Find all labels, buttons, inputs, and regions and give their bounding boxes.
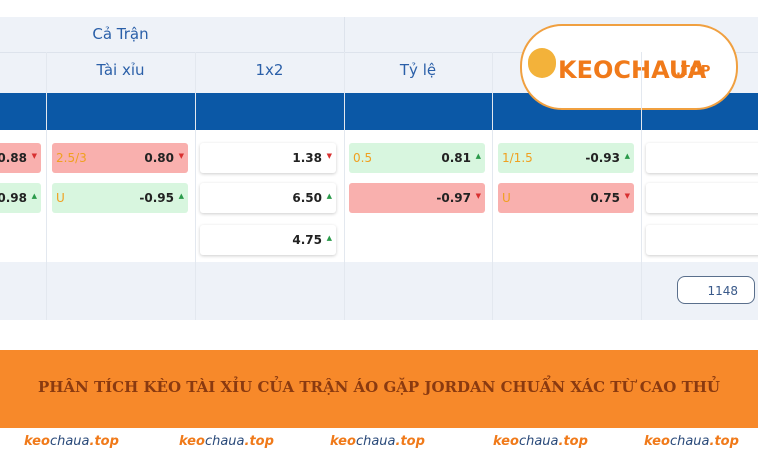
- views-button[interactable]: 1148: [677, 276, 755, 304]
- watermark-part: .top: [558, 434, 588, 449]
- banner-title: PHÂN TÍCH KÈO TÀI XỈU CỦA TRẬN ÁO GẶP JO…: [37, 378, 721, 396]
- watermark-part: .top: [244, 434, 274, 449]
- watermark-part: keo: [644, 434, 670, 449]
- logo-brand: KEOCHAUA: [558, 56, 707, 84]
- trend-arrow: ▲: [178, 192, 184, 200]
- odds-cell: 2.5/3 0.80 ▼: [52, 143, 188, 173]
- odds-value: 0.80: [144, 151, 174, 165]
- column-header: 1x2: [255, 61, 284, 79]
- odds-label: U: [56, 191, 65, 205]
- odds-cell: 1.38 ▼: [200, 143, 336, 173]
- watermark-part: chaua: [518, 434, 559, 449]
- watermark: keochaua.top: [330, 434, 425, 449]
- odds-cell: -0.97 ▼: [349, 183, 485, 213]
- divider: [0, 52, 758, 53]
- watermark-part: .top: [709, 434, 739, 449]
- trend-arrow: ▼: [326, 152, 332, 160]
- group-header: Cả Trận: [92, 25, 149, 43]
- watermark-part: keo: [493, 434, 519, 449]
- logo-suffix: .TOP: [676, 64, 711, 79]
- watermark-part: chaua: [49, 434, 90, 449]
- odds-cell: U 0.75 ▼: [498, 183, 634, 213]
- trend-arrow: ▼: [178, 152, 184, 160]
- divider: [641, 52, 642, 320]
- odds-value: -0.97: [436, 191, 471, 205]
- trend-arrow: ▲: [31, 192, 37, 200]
- trend-arrow: ▲: [475, 152, 481, 160]
- column-header: Tài xỉu: [96, 61, 145, 79]
- trend-arrow: ▲: [326, 234, 332, 242]
- odds-cell: 4.75 ▲: [200, 225, 336, 255]
- watermark-part: keo: [179, 434, 205, 449]
- odds-value: 0.75: [590, 191, 620, 205]
- trend-arrow: ▼: [624, 192, 630, 200]
- odds-cell: 7.2: [646, 183, 758, 213]
- odds-cell: 0.88 ▼: [0, 143, 41, 173]
- divider: [195, 52, 196, 320]
- odds-cell: 6.50 ▲: [200, 183, 336, 213]
- odds-value: 6.50: [292, 191, 322, 205]
- trend-arrow: ▼: [31, 152, 37, 160]
- odds-label: 0.5: [353, 151, 373, 165]
- logo-icon: [528, 48, 556, 78]
- watermark: keochaua.top: [24, 434, 119, 449]
- odds-value: 0.98: [0, 191, 27, 205]
- watermark-part: keo: [24, 434, 50, 449]
- watermark-part: .top: [395, 434, 425, 449]
- logo: KEOCHAUA .TOP: [520, 24, 738, 110]
- odds-value: 0.88: [0, 151, 27, 165]
- odds-label: 2.5/3: [56, 151, 87, 165]
- watermark: keochaua.top: [644, 434, 739, 449]
- odds-label: U: [502, 191, 511, 205]
- odds-cell: U -0.95 ▲: [52, 183, 188, 213]
- odds-cell: 1/1.5 -0.93 ▲: [498, 143, 634, 173]
- trend-arrow: ▼: [475, 192, 481, 200]
- odds-cell: 0.98 ▲: [0, 183, 41, 213]
- odds-value: -0.93: [585, 151, 620, 165]
- watermark-part: chaua: [355, 434, 396, 449]
- odds-cell: 0.5 0.81 ▲: [349, 143, 485, 173]
- trend-arrow: ▲: [326, 192, 332, 200]
- watermark: keochaua.top: [493, 434, 588, 449]
- banner: [0, 350, 758, 428]
- watermark-part: chaua: [669, 434, 710, 449]
- odds-value: 0.81: [441, 151, 471, 165]
- views-count: 1148: [707, 284, 738, 298]
- odds-value: -0.95: [139, 191, 174, 205]
- column-header: Tỷ lệ: [399, 61, 437, 79]
- divider: [344, 52, 345, 320]
- watermark-part: .top: [89, 434, 119, 449]
- odds-value: 1.38: [292, 151, 322, 165]
- footer-row: [0, 262, 758, 320]
- watermark-part: keo: [330, 434, 356, 449]
- odds-label: 1/1.5: [502, 151, 533, 165]
- odds-value: 4.75: [292, 233, 322, 247]
- odds-cell: 2.6: [646, 225, 758, 255]
- divider: [46, 52, 47, 320]
- trend-arrow: ▲: [624, 152, 630, 160]
- watermark: keochaua.top: [179, 434, 274, 449]
- divider: [492, 52, 493, 320]
- odds-cell: 1.7: [646, 143, 758, 173]
- watermark-part: chaua: [204, 434, 245, 449]
